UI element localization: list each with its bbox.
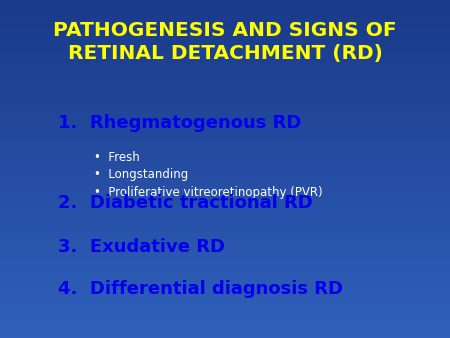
Text: PATHOGENESIS AND SIGNS OF
RETINAL DETACHMENT (RD): PATHOGENESIS AND SIGNS OF RETINAL DETACH… [53, 21, 397, 64]
Text: •  Longstanding: • Longstanding [94, 168, 189, 181]
Text: 4.  Differential diagnosis RD: 4. Differential diagnosis RD [58, 280, 343, 298]
Text: 1.  Rhegmatogenous RD: 1. Rhegmatogenous RD [58, 114, 302, 132]
Text: 2.  Diabetic tractional RD: 2. Diabetic tractional RD [58, 194, 313, 212]
Text: •  Fresh: • Fresh [94, 151, 140, 164]
Text: 3.  Exudative RD: 3. Exudative RD [58, 238, 225, 256]
Text: •  Proliferative vitreoretinopathy (PVR): • Proliferative vitreoretinopathy (PVR) [94, 186, 323, 199]
